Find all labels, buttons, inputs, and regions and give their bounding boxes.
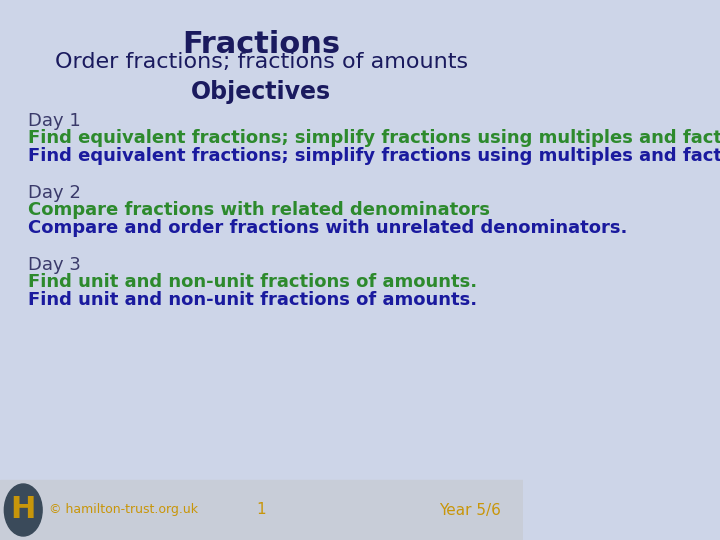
Text: Year 5/6: Year 5/6: [439, 503, 501, 517]
Bar: [0, 480, 523, 540]
Text: 1: 1: [256, 503, 266, 517]
Circle shape: [4, 484, 42, 536]
Text: H: H: [11, 496, 36, 524]
Text: Find unit and non-unit fractions of amounts.: Find unit and non-unit fractions of amou…: [27, 291, 477, 309]
Text: Day 2: Day 2: [27, 184, 81, 202]
Text: © hamilton-trust.org.uk: © hamilton-trust.org.uk: [50, 503, 199, 516]
Text: Day 3: Day 3: [27, 256, 81, 274]
Text: Find equivalent fractions; simplify fractions using multiples and factors: Find equivalent fractions; simplify frac…: [27, 147, 720, 165]
Text: Day 1: Day 1: [27, 112, 81, 130]
Text: Find equivalent fractions; simplify fractions using multiples and factors: Find equivalent fractions; simplify frac…: [27, 129, 720, 147]
Text: Find unit and non-unit fractions of amounts.: Find unit and non-unit fractions of amou…: [27, 273, 477, 291]
Text: Fractions: Fractions: [182, 30, 341, 59]
Text: Objectives: Objectives: [192, 80, 331, 104]
Bar: [0, 0, 523, 480]
Text: Compare fractions with related denominators: Compare fractions with related denominat…: [27, 201, 490, 219]
Text: Order fractions; fractions of amounts: Order fractions; fractions of amounts: [55, 52, 468, 72]
Text: Compare and order fractions with unrelated denominators.: Compare and order fractions with unrelat…: [27, 219, 627, 237]
